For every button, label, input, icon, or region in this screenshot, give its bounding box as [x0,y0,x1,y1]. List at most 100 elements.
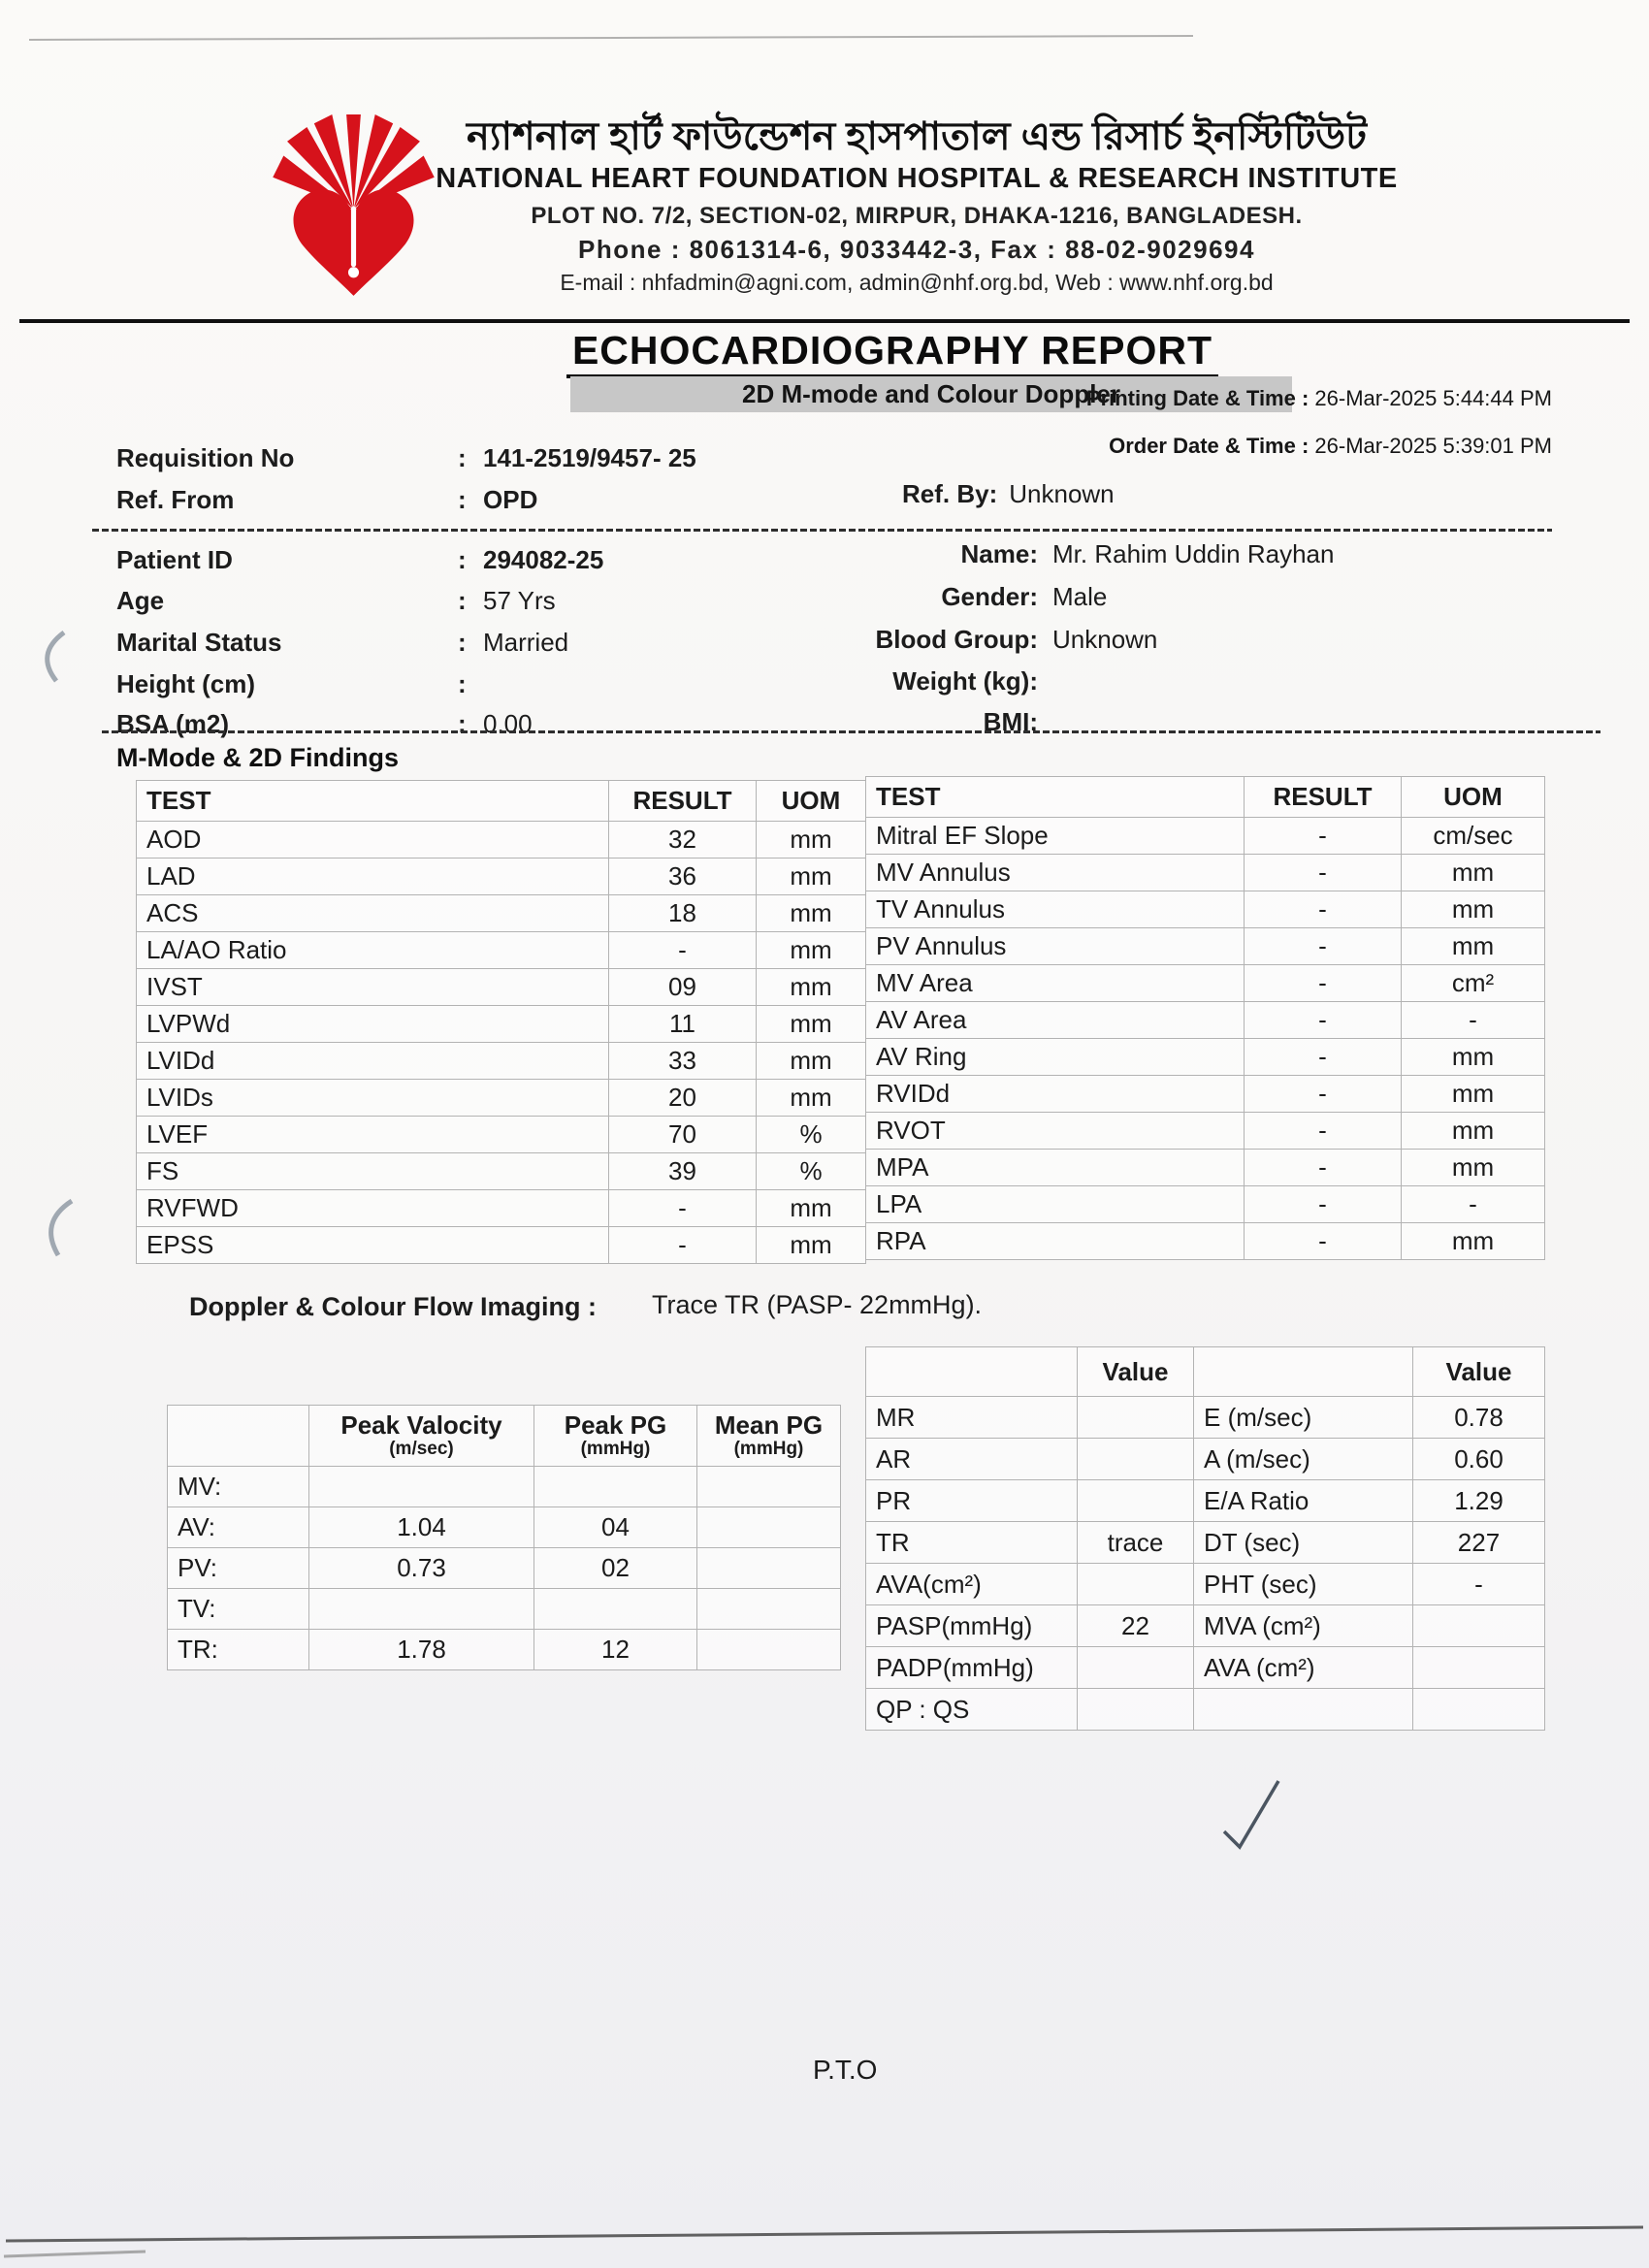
table-cell: % [756,1152,866,1190]
table-row: QP : QS [865,1688,1545,1731]
col-peak-velocity-unit: (m/sec) [389,1438,454,1459]
table-cell: 1.29 [1412,1479,1545,1522]
table-cell: mm [1401,1222,1545,1260]
colon: : [458,709,467,738]
table-cell: RVFWD [136,1189,609,1227]
table-cell: - [1244,1001,1402,1039]
table-cell: QP : QS [865,1688,1078,1731]
colon: : [458,669,467,698]
table-cell: TV Annulus [865,891,1245,928]
table-cell [534,1466,697,1507]
table-row: LVEF 70% [136,1116,866,1153]
table-cell: LAD [136,858,609,895]
table-row: TR trace DT (sec) 227 [865,1521,1545,1564]
table-cell [1077,1396,1194,1439]
table-cell: 02 [534,1547,697,1589]
table-row: LVIDd 33 mm [136,1042,866,1080]
table-cell: AV Area [865,1001,1245,1039]
table-cell: PHT (sec) [1193,1563,1413,1605]
table-cell: - [1401,1001,1545,1039]
colon: : [458,628,467,657]
table-row: MV Annulus - mm [865,854,1545,891]
table-row: RVOT - mm [865,1112,1545,1150]
table-cell: mm [756,894,866,932]
table-row: PADP(mmHg) AVA (cm²) [865,1646,1545,1689]
table-cell [1077,1479,1194,1522]
col-mean-pg-label: Mean PG [714,1410,824,1441]
bsa-row: BSA (m2):0.00 [116,709,533,739]
hospital-logo-icon [273,114,435,296]
height-label: Height (cm) [116,669,255,698]
scan-smudge-bottom-left [3,2250,146,2258]
pto-note: P.T.O [813,2055,878,2085]
table-cell: - [1244,1185,1402,1223]
order-datetime: Order Date & Time : 26-Mar-2025 5:39:01 … [1109,434,1552,459]
marital-status-value: Married [483,628,569,657]
col-peak-pg: Peak PG (mmHg) [534,1405,697,1467]
table-cell: MR [865,1396,1078,1439]
table-cell: mm [1401,927,1545,965]
table-cell [1077,1438,1194,1480]
table-cell: AVA (cm²) [1193,1646,1413,1689]
table-cell [1412,1604,1545,1647]
letterhead: ন্যাশনাল হার্ট ফাউন্ডেশন হাসপাতাল এন্ড র… [369,114,1465,296]
report-title: ECHOCARDIOGRAPHY REPORT [566,328,1219,378]
table-cell: LVIDs [136,1079,609,1117]
table-row: LA/AO Ratio - mm [136,931,866,969]
ref-from-value: OPD [483,485,538,514]
table-cell: - [1412,1563,1545,1605]
table-cell: mm [1401,1149,1545,1186]
age-row: Age:57 Yrs [116,586,556,616]
table-cell: E (m/sec) [1193,1396,1413,1439]
table-cell: cm² [1401,964,1545,1002]
table-cell: MV: [167,1466,309,1507]
pen-mark-left-2 [48,1198,74,1257]
table-cell: 0.78 [1412,1396,1545,1439]
table-cell: - [608,1189,757,1227]
patient-id-row: Patient ID:294082-25 [116,545,603,575]
table-cell: 70 [608,1116,757,1153]
table-cell: 227 [1412,1521,1545,1564]
table-cell: 32 [608,821,757,859]
table-cell: - [1244,1149,1402,1186]
col-peak-velocity-label: Peak Valocity [340,1410,502,1441]
table-cell: 1.04 [308,1507,534,1548]
gender-label: Gender: [941,582,1038,611]
table-row: LVIDs 20 mm [136,1079,866,1117]
doppler-velocity-table: Peak Valocity (m/sec) Peak PG (mmHg) Mean … [167,1405,841,1670]
requisition-no-label: Requisition No [116,443,295,472]
separator-dashed [92,529,1552,532]
table-row: PASP(mmHg) 22 MVA (cm²) [865,1604,1545,1647]
table-row: PR E/A Ratio 1.29 [865,1479,1545,1522]
table-cell: 18 [608,894,757,932]
table-cell: LA/AO Ratio [136,931,609,969]
table-row: MPA - mm [865,1149,1545,1186]
table-row: FS 39% [136,1152,866,1190]
printing-datetime-label: Printing Date & Time : [1085,386,1310,410]
table-cell: PASP(mmHg) [865,1604,1078,1647]
table-cell: 09 [608,968,757,1006]
table-row: AV Area - - [865,1001,1545,1039]
table-cell: mm [756,1189,866,1227]
table-cell: TR: [167,1629,309,1670]
table-row: LAD 36 mm [136,858,866,895]
table-cell: mm [1401,891,1545,928]
col-uom: UOM [756,780,866,822]
blood-group-label: Blood Group: [875,625,1038,654]
hospital-address: PLOT NO. 7/2, SECTION-02, MIRPUR, DHAKA-… [531,203,1303,229]
table-cell: LPA [865,1185,1245,1223]
table-cell: - [1244,1112,1402,1150]
ref-by-value: Unknown [1009,479,1115,508]
table-row: LPA - - [865,1185,1545,1223]
name-label: Name: [960,539,1038,568]
table-cell: A (m/sec) [1193,1438,1413,1480]
table-cell: 12 [534,1629,697,1670]
table-cell: Mitral EF Slope [865,817,1245,855]
table-row: TR: 1.78 12 [167,1629,841,1670]
age-label: Age [116,586,165,615]
hospital-phone-line: Phone : 8061314-6, 9033442-3, Fax : 88-0… [578,235,1255,264]
table-row: PV Annulus - mm [865,927,1545,965]
col-peak-pg-unit: (mmHg) [580,1438,651,1459]
table-cell: LVIDd [136,1042,609,1080]
table-cell: - [1244,817,1402,855]
